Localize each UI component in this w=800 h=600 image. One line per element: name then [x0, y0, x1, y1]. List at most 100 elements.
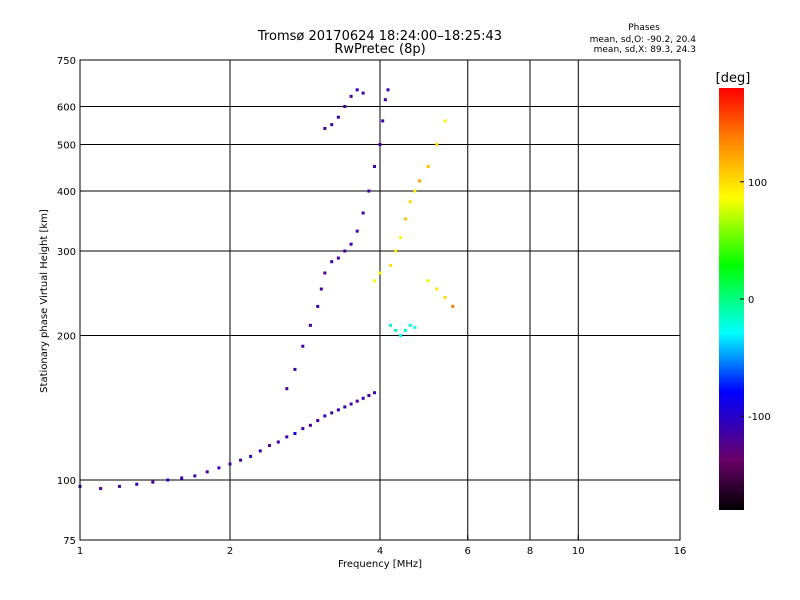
data-point: [378, 143, 382, 147]
data-point: [355, 88, 359, 92]
data-point: [378, 271, 382, 275]
data-point: [373, 391, 377, 395]
grid: [80, 60, 680, 540]
data-point: [386, 88, 390, 92]
x-tick-label: 16: [674, 546, 687, 557]
data-point: [349, 94, 353, 98]
data-point: [151, 480, 155, 484]
data-point: [343, 249, 347, 253]
data-point: [319, 287, 323, 291]
data-point: [117, 484, 121, 488]
y-tick-label: 500: [57, 141, 76, 152]
data-point: [389, 263, 393, 267]
data-point: [180, 476, 184, 480]
data-point: [166, 478, 170, 482]
data-point: [205, 470, 209, 474]
y-tick-label: 600: [57, 103, 76, 114]
data-point: [399, 334, 403, 338]
data-point: [373, 164, 377, 168]
data-point: [343, 405, 347, 409]
data-point: [276, 440, 280, 444]
data-point: [426, 279, 430, 283]
x-tick-label: 8: [527, 546, 533, 557]
data-point: [308, 323, 312, 327]
x-tick-label: 10: [572, 546, 585, 557]
colorbar-label: [deg]: [716, 71, 751, 86]
data-point: [323, 414, 327, 418]
data-point: [443, 119, 447, 123]
data-point: [408, 323, 412, 327]
data-point: [367, 189, 371, 193]
y-tick-label: 300: [57, 247, 76, 258]
y-tick-label: 100: [57, 476, 76, 487]
data-point: [417, 179, 421, 183]
data-point: [99, 487, 103, 491]
data-point: [228, 462, 232, 466]
data-point: [381, 119, 385, 123]
data-point: [435, 287, 439, 291]
data-point: [336, 115, 340, 119]
data-point: [239, 458, 243, 462]
data-point: [330, 123, 334, 127]
data-point: [361, 91, 365, 95]
data-point: [330, 411, 334, 415]
data-point: [394, 328, 398, 332]
y-tick-label: 400: [57, 187, 76, 198]
y-tick-label: 750: [57, 56, 76, 67]
data-point: [383, 98, 387, 102]
data-point: [193, 474, 197, 478]
data-point: [355, 399, 359, 403]
data-point: [323, 271, 327, 275]
colorbar-tick-label: 0: [748, 295, 754, 306]
phases-o-stats: mean, sd,O: -90.2, 20.4: [590, 35, 697, 45]
data-point: [258, 449, 262, 453]
data-point: [293, 367, 297, 371]
colorbar-tick-label: -100: [748, 412, 771, 423]
data-point: [349, 242, 353, 246]
y-axis-label: Stationary phase Virtual Height [km]: [39, 209, 50, 393]
data-point: [308, 423, 312, 427]
data-point: [403, 328, 407, 332]
data-point: [336, 408, 340, 412]
chart-subtitle: RwPretec (8p): [334, 42, 425, 57]
y-tick-label: 200: [57, 332, 76, 343]
data-point: [217, 466, 221, 470]
y-axis-ticks: 75 100 200 300 400 500 600 750: [57, 56, 85, 547]
x-tick-label: 4: [377, 546, 383, 557]
data-point: [413, 325, 417, 329]
colorbar-tick-label: 100: [748, 178, 767, 189]
data-point: [336, 256, 340, 260]
x-axis-ticks: 1 2 4 6 8 10 16: [77, 535, 687, 557]
data-point: [349, 402, 353, 406]
colorbar-ticks: 100 0 -100: [740, 178, 771, 423]
data-point: [426, 164, 430, 168]
colorbar: [719, 88, 744, 510]
phases-title: Phases: [628, 23, 660, 33]
data-point: [267, 444, 271, 448]
data-point: [394, 249, 398, 253]
scatter-points: [78, 88, 455, 491]
phases-x-stats: mean, sd,X: 89.3, 24.3: [594, 45, 696, 55]
data-point: [285, 387, 289, 391]
x-axis-label: Frequency [MHz]: [338, 559, 422, 570]
data-point: [361, 211, 365, 215]
data-point: [330, 260, 334, 264]
data-point: [413, 189, 417, 193]
data-point: [355, 229, 359, 233]
x-tick-label: 2: [227, 546, 233, 557]
data-point: [408, 200, 412, 204]
data-point: [343, 105, 347, 109]
data-point: [373, 279, 377, 283]
chart-title: Tromsø 20170624 18:24:00–18:25:43: [257, 29, 502, 44]
data-point: [316, 419, 320, 423]
x-tick-label: 1: [77, 546, 83, 557]
data-point: [361, 396, 365, 400]
data-point: [323, 126, 327, 130]
data-point: [135, 482, 139, 486]
y-tick-label: 75: [63, 536, 76, 547]
data-point: [443, 296, 447, 300]
data-point: [301, 344, 305, 348]
data-point: [285, 435, 289, 439]
data-point: [301, 427, 305, 431]
